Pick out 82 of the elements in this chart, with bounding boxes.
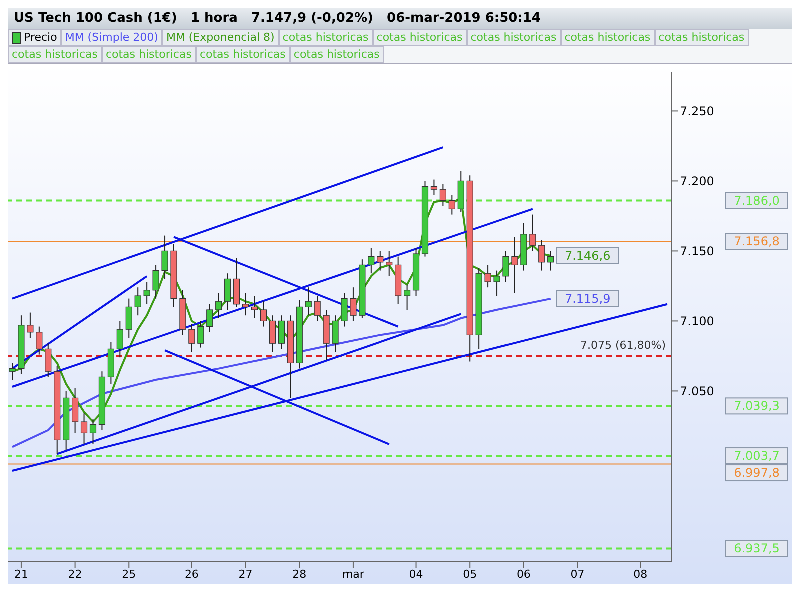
- candlestick: [260, 301, 268, 328]
- x-tick-label: 25: [122, 568, 136, 581]
- candlestick: [368, 248, 375, 274]
- candlestick: [350, 287, 357, 322]
- candlestick: [116, 320, 124, 358]
- candlestick: [538, 240, 546, 272]
- line-series: [11, 298, 552, 448]
- candlestick: [269, 315, 276, 352]
- ref-line-label: 6.937,5: [734, 542, 780, 556]
- candlestick: [512, 236, 518, 294]
- y-tick-label: 7.200: [680, 174, 714, 188]
- candlestick: [494, 270, 500, 296]
- text: cotas historicas: [654, 29, 749, 46]
- y-tick-label: 7.100: [680, 314, 714, 328]
- y-tick-label: 7.150: [680, 244, 714, 258]
- candlestick: [134, 287, 142, 316]
- data-label: 7.115,9: [564, 292, 611, 306]
- x-tick-label: 08: [634, 568, 648, 581]
- candlestick: [278, 315, 285, 350]
- text: cotas historicas: [278, 29, 373, 46]
- x-tick-label: 04: [409, 568, 424, 581]
- text: cotas historicas: [196, 46, 290, 63]
- text: MM (Simple 200): [61, 29, 162, 46]
- x-tick-label: 06: [516, 568, 531, 581]
- candlestick: [430, 179, 438, 196]
- text: cotas historicas: [8, 46, 102, 63]
- y-tick-label: 7.250: [680, 104, 714, 118]
- candlestick: [314, 296, 321, 322]
- text: cotas historicas: [560, 29, 655, 46]
- candlestick: [377, 250, 384, 272]
- text: cotas historicas: [372, 29, 467, 46]
- candlestick: [45, 343, 52, 378]
- x-tick-label: 22: [68, 568, 82, 581]
- candlestick: [198, 320, 204, 348]
- candlestick: [242, 292, 250, 316]
- candlestick: [206, 304, 214, 333]
- candlestick: [548, 250, 554, 272]
- x-tick-label: 27: [238, 568, 253, 581]
- candlestick: [126, 298, 132, 338]
- candlestick: [251, 296, 258, 319]
- ref-line-label: 6.997,8: [734, 466, 780, 480]
- chart-title: US Tech 100 Cash (1€) 1 hora 7.147,9 (-0,02%) 06-mar-2019 6:50:14: [8, 8, 792, 29]
- ref-line-label: 7.186,0: [734, 194, 780, 208]
- candlestick: [305, 287, 312, 316]
- candlestick: [440, 184, 446, 207]
- candlestick: [162, 235, 168, 280]
- candlestick: [36, 326, 43, 356]
- text: MM (Exponencial 8): [162, 29, 279, 46]
- x-tick-label: mar: [342, 568, 365, 581]
- candlestick: [144, 282, 150, 305]
- x-tick-label: 07: [570, 568, 585, 581]
- candlestick: [72, 388, 79, 434]
- ref-line-label: 7.039,3: [734, 399, 780, 414]
- candlestick: [502, 250, 510, 282]
- candlestick: [90, 418, 97, 445]
- candlestick: [224, 273, 232, 310]
- x-tick-label: 05: [463, 568, 478, 581]
- candlestick: [404, 284, 411, 310]
- candlestick: [341, 292, 348, 328]
- annotation: 7.075 (61,80%): [580, 339, 666, 352]
- candlestick: [448, 194, 456, 216]
- candlestick: [80, 413, 88, 445]
- ref-line-label: 7.156,8: [734, 234, 780, 249]
- text: cotas historicas: [466, 29, 561, 46]
- x-tick-label: 26: [184, 568, 199, 581]
- legend-label: Precio: [8, 29, 62, 46]
- candlestick: [530, 214, 536, 252]
- candlestick: [152, 264, 160, 300]
- candlestick: [386, 250, 393, 277]
- candlestick: [188, 324, 196, 352]
- candlestick: [9, 362, 16, 380]
- candlestick: [332, 315, 339, 352]
- candlestick: [216, 292, 222, 319]
- y-tick-label: 7.050: [680, 384, 714, 398]
- ref-line-label: 7.003,7: [734, 449, 780, 464]
- text: cotas historicas: [102, 46, 196, 63]
- x-tick-label: 28: [292, 568, 307, 581]
- data-label: 7.146,6: [564, 248, 611, 263]
- candlestick: [27, 312, 34, 338]
- x-tick-label: 21: [14, 568, 28, 581]
- candlestick: [484, 264, 492, 288]
- text: cotas historicas: [290, 46, 384, 63]
